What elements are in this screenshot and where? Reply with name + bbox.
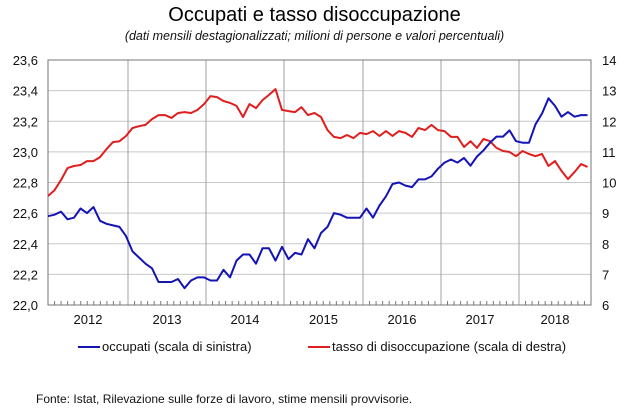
y-right-tick-label: 7 — [602, 267, 609, 282]
y-right-tick-label: 6 — [602, 298, 609, 313]
legend-item-occupati: occupati (scala di sinistra) — [78, 339, 252, 354]
x-tick-label: 2018 — [541, 312, 570, 327]
y-right-tick-label: 14 — [602, 53, 616, 68]
x-tick-label: 2013 — [153, 312, 182, 327]
chart-title: Occupati e tasso disoccupazione — [168, 4, 461, 26]
y-left-tick-label: 22,2 — [13, 267, 38, 282]
line-chart: 22,0 22,2 22,4 22,6 22,8 23,0 23,2 23,4 23,6 6 7 8… — [13, 53, 617, 327]
legend-label-disoccupazione: tasso di disoccupazione (scala di destra… — [332, 339, 567, 354]
y-right-tick-label: 12 — [602, 114, 616, 129]
legend-swatch-blue — [78, 345, 100, 348]
y-left-tick-label: 22,4 — [13, 237, 38, 252]
chart-subtitle: (dati mensili destagionalizzati; milioni… — [124, 29, 505, 43]
x-axis-labels: 2012 2013 2014 2015 2016 2017 2018 — [74, 312, 570, 327]
x-tick-label: 2014 — [231, 312, 260, 327]
x-tick-label: 2012 — [74, 312, 103, 327]
source-note: Fonte: Istat, Rilevazione sulle forze di… — [36, 392, 413, 406]
y-right-tick-label: 8 — [602, 237, 609, 252]
y-axis-left-ticks: 22,0 22,2 22,4 22,6 22,8 23,0 23,2 23,4 23,6 — [13, 53, 38, 313]
x-tick-label: 2016 — [388, 312, 417, 327]
y-axis-right-ticks: 6 7 8 9 10 11 12 13 14 — [602, 53, 616, 313]
series-employed-line — [47, 97, 588, 290]
y-right-tick-label: 11 — [602, 145, 616, 160]
x-tick-label: 2015 — [309, 312, 338, 327]
y-left-tick-label: 22,8 — [13, 176, 38, 191]
y-right-tick-label: 9 — [602, 206, 609, 221]
plot-frame — [47, 59, 592, 306]
y-left-tick-label: 23,4 — [13, 84, 38, 99]
y-left-tick-label: 23,2 — [13, 114, 38, 129]
y-left-tick-label: 22,0 — [13, 298, 38, 313]
x-tick-label: 2017 — [466, 312, 495, 327]
y-left-tick-label: 22,6 — [13, 206, 38, 221]
x-axis-minor-ticks — [54, 301, 592, 305]
grid-lines — [48, 60, 591, 305]
legend-swatch-red — [308, 345, 330, 348]
y-left-tick-label: 23,0 — [13, 145, 38, 160]
legend-label-occupati: occupati (scala di sinistra) — [102, 339, 252, 354]
legend-item-disoccupazione: tasso di disoccupazione (scala di destra… — [308, 339, 566, 354]
y-right-tick-label: 10 — [602, 176, 616, 191]
y-right-tick-label: 13 — [602, 84, 616, 99]
series-unemployment-rate-line — [47, 88, 588, 197]
y-left-tick-label: 23,6 — [13, 53, 38, 68]
